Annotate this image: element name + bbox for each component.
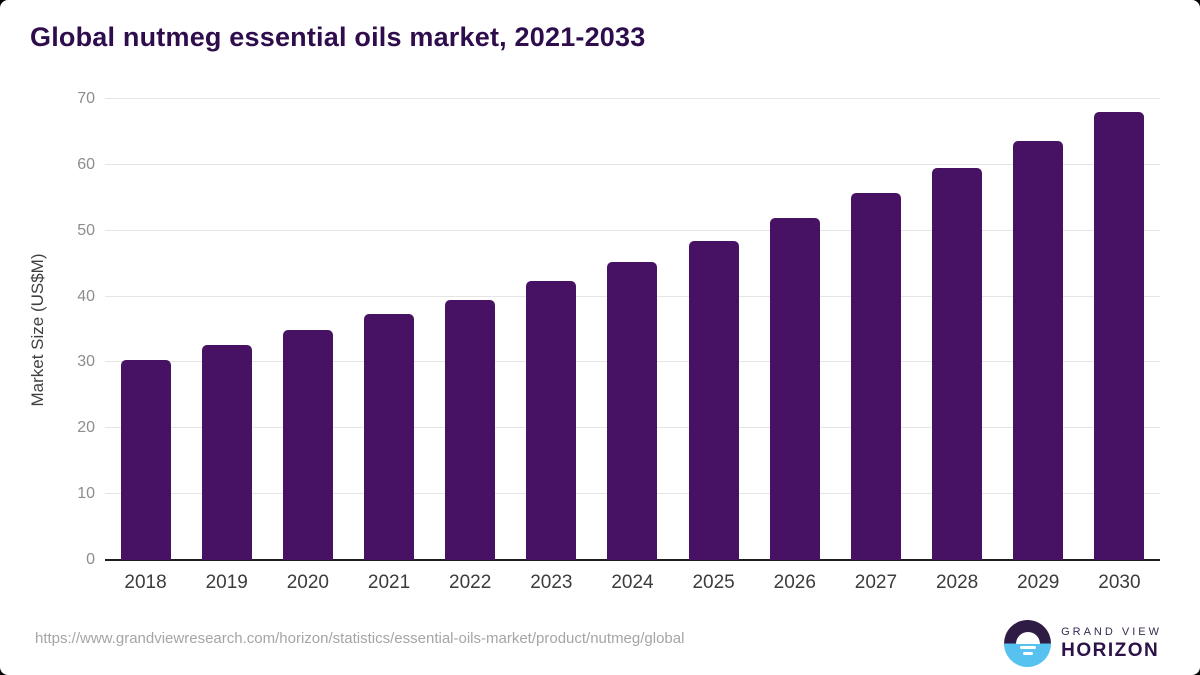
- y-tick-label-20: 20: [77, 419, 95, 437]
- bar-slot-2020: 2020: [267, 99, 348, 593]
- brand-logo: GRAND VIEW HORIZON: [1004, 620, 1162, 667]
- y-tick-label-50: 50: [77, 221, 95, 239]
- bar-slot-2023: 2023: [511, 99, 592, 593]
- y-tick-label-30: 30: [77, 353, 95, 371]
- x-axis-line: [105, 559, 1160, 561]
- bar-slot-2029: 2029: [998, 99, 1079, 593]
- bar-slot-2022: 2022: [430, 99, 511, 593]
- y-axis-title: Market Size (US$M): [28, 253, 47, 407]
- bar-2026: [769, 218, 820, 560]
- bar-slot-2030: 2030: [1079, 99, 1160, 593]
- x-tick-label-2019: 2019: [205, 572, 248, 593]
- x-tick-label-2024: 2024: [611, 572, 654, 593]
- y-tick-label-70: 70: [77, 90, 95, 107]
- x-tick-label-2026: 2026: [773, 572, 816, 593]
- bar-2018: [120, 359, 171, 560]
- horizon-sun-icon: [1004, 620, 1052, 667]
- plot-area: 0 10 20 30 40 50 60 70 2018 2019 2020 2021 2022 2023 2…: [77, 90, 1160, 593]
- gridline-50: [105, 229, 1160, 231]
- logo-brand-name: GRAND VIEW: [1061, 625, 1162, 638]
- y-tick-label-60: 60: [77, 155, 95, 173]
- logo-product-name: HORIZON: [1061, 639, 1160, 661]
- bar-slot-2024: 2024: [592, 99, 673, 593]
- source-url: https://www.grandviewresearch.com/horizo…: [35, 630, 685, 647]
- x-tick-label-2022: 2022: [449, 572, 492, 593]
- y-tick-label-0: 0: [86, 551, 95, 568]
- x-tick-label-2030: 2030: [1098, 572, 1141, 593]
- bar-2022: [445, 299, 496, 560]
- bar-2027: [850, 193, 901, 560]
- x-tick-label-2021: 2021: [367, 572, 411, 593]
- bar-2028: [932, 168, 983, 560]
- bar-slot-2021: 2021: [348, 99, 429, 593]
- bar-2019: [201, 344, 252, 560]
- bar-slot-2025: 2025: [673, 99, 754, 593]
- gridline-70: [105, 98, 1160, 99]
- y-tick-label-10: 10: [77, 485, 95, 503]
- bar-slot-2026: 2026: [754, 99, 835, 593]
- x-tick-label-2028: 2028: [935, 572, 979, 593]
- y-tick-label-40: 40: [77, 287, 95, 305]
- bar-2030: [1094, 111, 1145, 560]
- bar-2020: [282, 330, 333, 560]
- bar-slot-2028: 2028: [917, 99, 998, 593]
- logo-text: GRAND VIEW HORIZON: [1061, 626, 1162, 662]
- bar-slot-2027: 2027: [835, 99, 916, 593]
- bar-2025: [688, 241, 739, 560]
- x-tick-label-2018: 2018: [124, 572, 167, 593]
- chart-title: Global nutmeg essential oils market, 202…: [30, 22, 646, 52]
- bar-2024: [607, 261, 658, 560]
- x-tick-label-2027: 2027: [854, 572, 898, 593]
- bar-slot-2019: 2019: [186, 99, 267, 593]
- x-tick-label-2029: 2029: [1017, 572, 1060, 593]
- bar-2021: [364, 314, 415, 560]
- x-tick-label-2020: 2020: [286, 572, 329, 593]
- x-tick-label-2023: 2023: [530, 572, 573, 593]
- bar-2029: [1013, 140, 1064, 560]
- x-tick-label-2025: 2025: [692, 572, 735, 593]
- bar-slot-2018: 2018: [105, 99, 186, 593]
- bar-2023: [526, 280, 577, 560]
- gridline-60: [105, 163, 1160, 165]
